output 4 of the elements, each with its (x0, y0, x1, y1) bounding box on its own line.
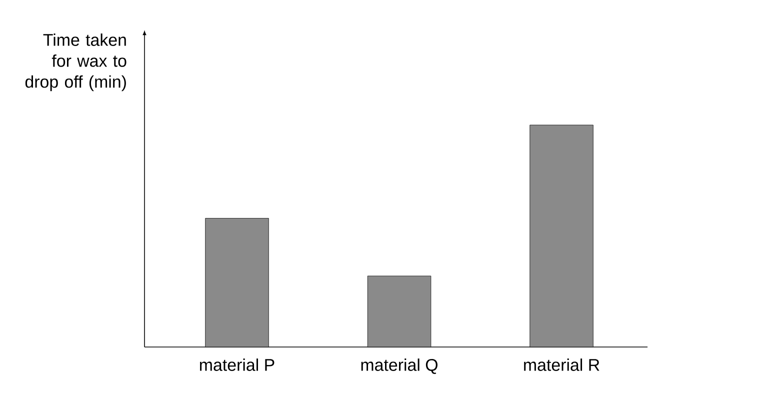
x-tick-label: material R (524, 358, 600, 371)
y-axis-title: Time taken for wax to drop off (min) (25, 34, 126, 92)
x-tick-label: material P (200, 358, 274, 371)
x-tick-label: material Q (361, 358, 438, 374)
